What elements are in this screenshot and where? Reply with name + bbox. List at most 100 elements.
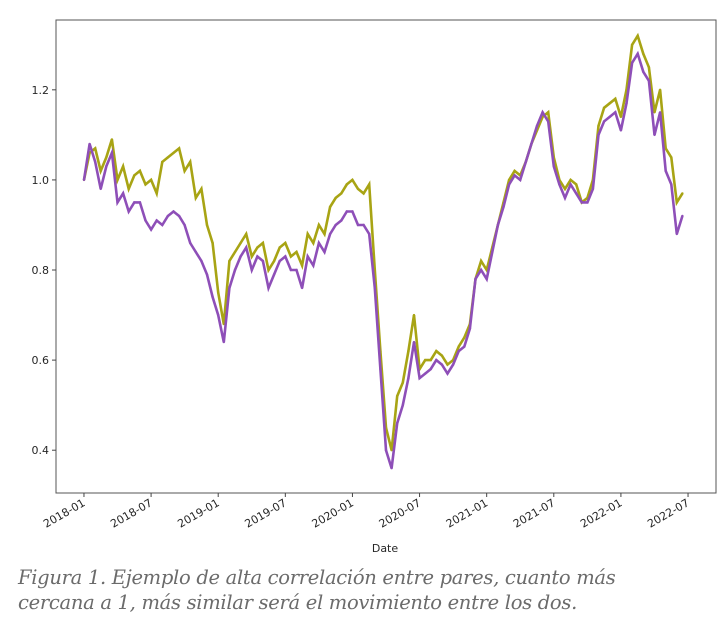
data-point-purple: [105, 165, 108, 168]
data-point-purple: [530, 142, 533, 146]
data-point-olive: [233, 250, 237, 254]
caption-line-2: cercana a 1, más similar será el movimie…: [18, 591, 577, 614]
data-point-olive: [200, 187, 203, 191]
data-point-olive: [513, 169, 516, 173]
data-point-olive: [183, 169, 186, 173]
series-layer: [82, 32, 684, 470]
data-point-purple: [552, 165, 555, 168]
data-point-olive: [138, 169, 142, 173]
figure-caption: Figura 1. Ejemplo de alta correlación en…: [18, 565, 718, 615]
data-point-olive: [602, 106, 606, 110]
data-point-purple: [94, 160, 97, 164]
data-point-purple: [619, 129, 623, 132]
x-tick-label: 2020-07: [377, 496, 423, 530]
data-point-purple: [328, 232, 332, 236]
data-point-olive: [317, 223, 321, 227]
data-point-purple: [267, 286, 270, 290]
data-point-olive: [256, 246, 259, 249]
data-point-olive: [289, 255, 293, 258]
data-point-olive: [390, 449, 393, 452]
data-point-purple: [261, 259, 265, 263]
data-point-purple: [239, 255, 242, 258]
data-point-olive: [110, 138, 114, 141]
data-point-olive: [217, 291, 220, 294]
data-point-purple: [440, 363, 444, 366]
data-point-purple: [670, 183, 673, 186]
x-tick-label: 2020-01: [310, 496, 356, 530]
data-point-olive: [177, 147, 181, 150]
data-point-purple: [373, 286, 376, 290]
data-point-olive: [362, 192, 365, 195]
data-point-olive: [614, 97, 617, 101]
data-point-olive: [228, 259, 231, 263]
data-point-olive: [205, 223, 209, 227]
data-point-purple: [681, 214, 684, 218]
data-point-purple: [602, 120, 606, 123]
data-point-olive: [664, 147, 667, 150]
data-point-purple: [300, 286, 304, 290]
data-point-olive: [653, 111, 656, 114]
data-point-purple: [121, 192, 125, 195]
data-point-purple: [295, 268, 298, 272]
y-tick-label: 1.2: [32, 84, 50, 97]
data-point-purple: [334, 223, 337, 227]
x-axis-label: Date: [372, 542, 399, 555]
data-point-purple: [412, 340, 416, 344]
data-point-olive: [401, 381, 404, 384]
data-point-purple: [575, 192, 578, 195]
data-point-purple: [614, 111, 617, 114]
data-point-purple: [345, 210, 348, 213]
data-point-purple: [597, 133, 600, 137]
data-point-olive: [211, 241, 214, 245]
data-point-olive: [670, 156, 673, 159]
data-point-purple: [256, 255, 259, 258]
data-point-purple: [642, 70, 645, 74]
data-point-olive: [94, 147, 97, 150]
data-point-purple: [396, 422, 399, 425]
data-point-purple: [312, 264, 315, 267]
data-point-olive: [300, 264, 304, 267]
data-point-purple: [233, 268, 237, 272]
data-point-olive: [340, 192, 343, 195]
data-point-purple: [569, 183, 572, 186]
data-point-purple: [647, 79, 651, 83]
series-line-purple: [82, 50, 684, 469]
data-point-purple: [284, 255, 287, 258]
data-point-purple: [127, 210, 130, 213]
x-axis: 2018-01 2018-07 2019-01 2019-07 2020-01 2020-…: [41, 493, 692, 531]
data-point-purple: [653, 133, 656, 137]
data-point-purple: [272, 273, 276, 276]
data-point-purple: [155, 219, 158, 222]
x-tick-label: 2018-01: [41, 496, 87, 530]
data-point-olive: [463, 336, 466, 339]
data-point-olive: [563, 187, 567, 191]
data-point-purple: [507, 183, 511, 186]
data-point-olive: [149, 178, 153, 182]
data-point-purple: [630, 61, 634, 64]
data-point-purple: [625, 102, 628, 105]
data-point-purple: [384, 449, 388, 452]
y-tick-label: 0.8: [32, 264, 50, 277]
data-point-purple: [586, 201, 589, 204]
data-point-olive: [479, 259, 483, 263]
data-point-olive: [284, 241, 287, 245]
data-point-purple: [217, 313, 220, 317]
data-point-purple: [110, 151, 114, 155]
data-point-purple: [362, 223, 365, 227]
data-point-olive: [133, 174, 136, 177]
data-point-purple: [379, 367, 382, 371]
data-point-purple: [446, 372, 449, 375]
data-point-purple: [418, 376, 421, 380]
data-point-olive: [99, 169, 102, 173]
data-point-purple: [356, 223, 360, 227]
data-point-olive: [608, 102, 611, 105]
x-tick-label: 2018-07: [108, 496, 154, 530]
data-point-olive: [636, 34, 639, 37]
data-point-purple: [183, 223, 186, 227]
data-point-purple: [250, 268, 253, 272]
data-point-olive: [121, 165, 125, 168]
data-point-purple: [323, 250, 326, 254]
data-point-olive: [245, 232, 248, 236]
data-point-purple: [161, 223, 164, 227]
data-point-olive: [250, 255, 253, 258]
